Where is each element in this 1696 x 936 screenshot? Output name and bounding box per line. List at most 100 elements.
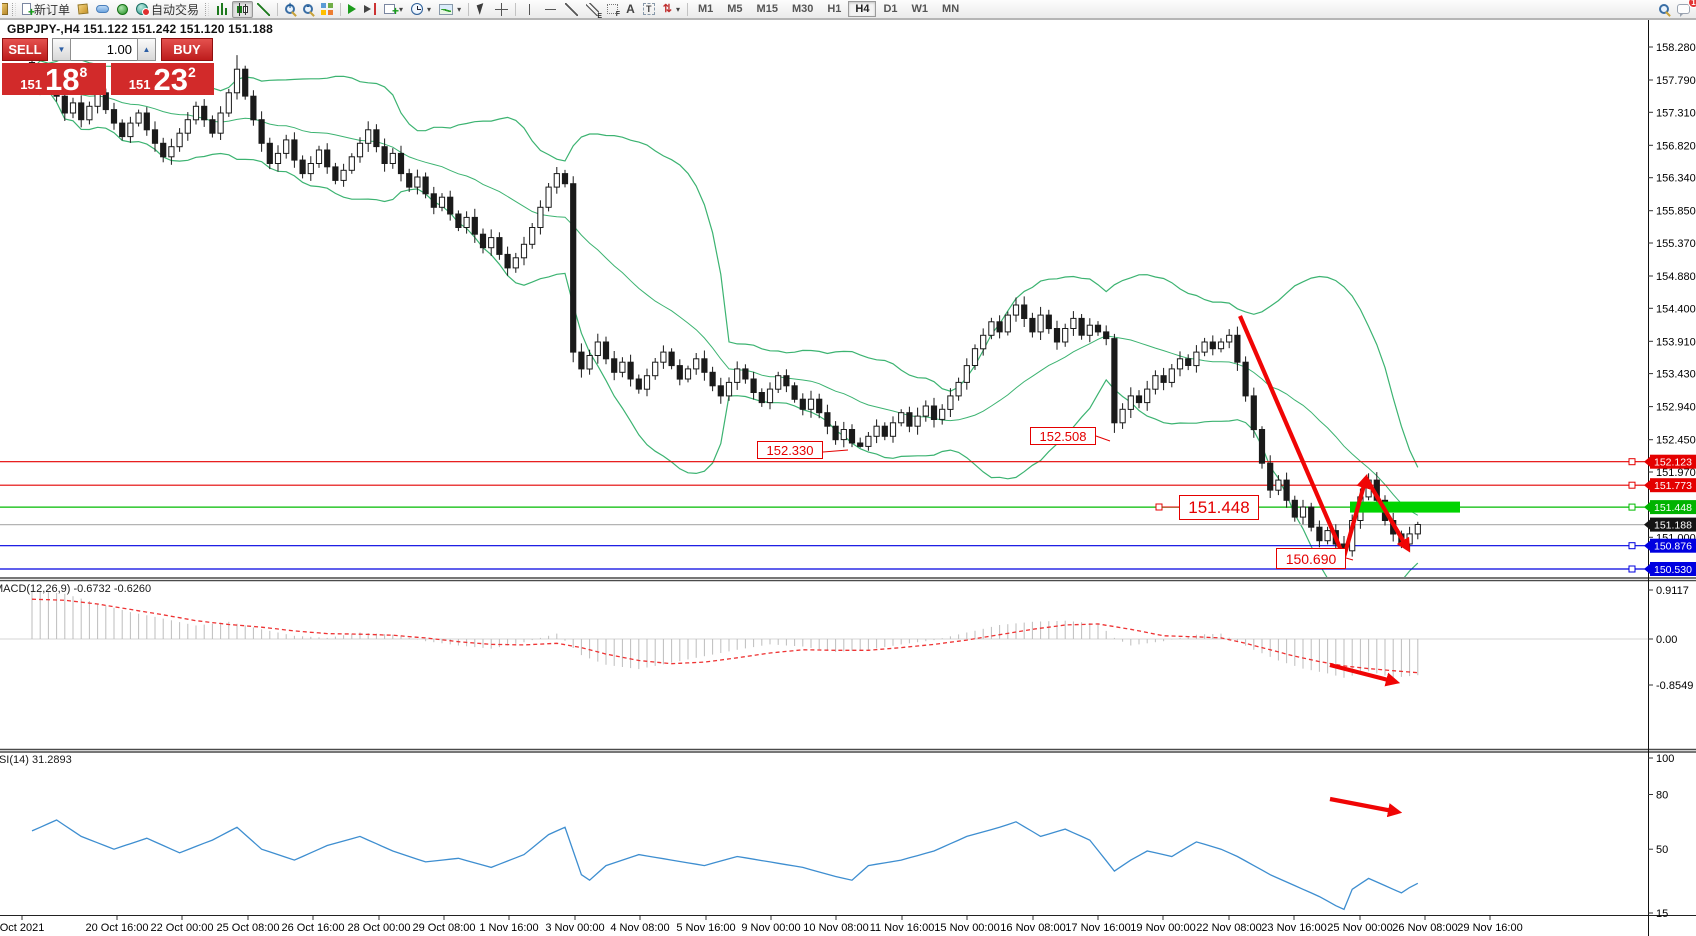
notifications-button[interactable]: 1 [1673,0,1696,18]
svg-text:150.530: 150.530 [1654,564,1692,576]
svg-text:152.123: 152.123 [1654,457,1692,469]
buy-price-panel[interactable]: 151 23 2 [110,63,214,95]
timeframe-d1-button[interactable]: D1 [883,3,898,15]
zoom-in-button[interactable]: + [281,1,299,18]
left-clipped-icon [2,3,8,15]
chart-shift-button[interactable] [360,1,380,18]
search-icon [1659,4,1669,14]
price-axis-badges: 152.123 151.773 151.448 151.188 150.876 150.5… [1644,454,1696,576]
macd-indicator-label: MACD(12,26,9) -0.6732 -0.6260 [0,583,152,595]
text-icon: A [626,2,635,16]
trendline-button[interactable] [561,1,582,18]
arrows-icon: ⇅ [662,2,672,15]
sell-button[interactable]: SELL [2,38,48,61]
svg-text:28 Oct 00:00: 28 Oct 00:00 [348,922,411,934]
price-callout-label[interactable]: 151.448 [1179,495,1259,520]
bar-chart-type-button[interactable] [211,1,232,18]
market-watch-button[interactable] [92,1,113,18]
svg-text:0.00: 0.00 [1656,634,1677,646]
tile-windows-icon [321,3,334,15]
svg-text:5 Nov 16:00: 5 Nov 16:00 [676,922,735,934]
svg-text:0.9117: 0.9117 [1656,585,1689,597]
timeframe-h1-button[interactable]: H1 [827,3,842,15]
indicators-button[interactable]: ▾ [380,1,407,18]
macd-axis-ticks: 0.9117 0.00 -0.8549 [1648,585,1693,692]
trend-arrows[interactable] [1238,315,1411,818]
toolbar-separator [340,2,342,16]
svg-text:154.400: 154.400 [1656,303,1696,315]
svg-text:25 Oct 08:00: 25 Oct 08:00 [217,922,280,934]
svg-text:80: 80 [1656,790,1668,802]
svg-text:156.820: 156.820 [1656,140,1696,152]
arrows-button[interactable]: ⇅ ▾ [659,1,684,18]
volume-input[interactable] [71,38,137,61]
bar-chart-type-icon [215,2,229,16]
timeframe-h4-button[interactable]: H4 [848,1,877,17]
market-watch-icon [96,5,110,13]
timeframe-m5-button[interactable]: M5 [727,3,743,15]
svg-text:157.310: 157.310 [1656,107,1696,119]
sell-price-pips: 18 [44,61,80,97]
vertical-line-button[interactable] [519,1,540,18]
volume-decrease-button[interactable]: ▼ [52,38,71,61]
svg-text:-0.8549: -0.8549 [1656,680,1693,692]
chart-header: GBPJPY-,H4 151.122 151.242 151.120 151.1… [7,22,273,36]
trendline-icon [565,2,579,16]
auto-scroll-button[interactable] [344,1,360,18]
zoom-out-button[interactable]: - [299,1,317,18]
signals-icon [117,3,129,15]
history-cube-button[interactable] [74,1,92,18]
timeframe-m1-button[interactable]: M1 [697,3,714,15]
svg-text:150.876: 150.876 [1654,541,1692,553]
chevron-down-icon: ▾ [427,4,432,14]
cursor-button[interactable] [472,1,491,18]
signals-button[interactable] [113,1,132,18]
chart-shift-icon [364,3,377,15]
time-axis-labels: Oct 2021 20 Oct 16:00 22 Oct 00:00 25 Oct 0… [0,916,1523,934]
green-highlight-band[interactable] [1350,501,1460,513]
chevron-down-icon: ▾ [675,4,680,14]
text-label-button[interactable]: T [639,1,659,18]
toolbar-separator [277,2,279,16]
callout-connectors [822,435,1354,561]
svg-text:50: 50 [1656,844,1668,856]
tile-windows-button[interactable] [317,1,337,18]
timeframe-w1-button[interactable]: W1 [911,3,929,15]
svg-text:16 Nov 08:00: 16 Nov 08:00 [1000,922,1065,934]
new-order-button[interactable]: 新订单 [18,1,74,19]
svg-text:153.910: 153.910 [1656,336,1696,348]
line-chart-type-button[interactable] [253,1,274,18]
timeframe-mn-button[interactable]: MN [942,3,960,15]
text-button[interactable]: A [622,1,639,18]
volume-increase-button[interactable]: ▲ [137,38,156,61]
crosshair-button[interactable] [491,1,512,18]
auto-trading-button[interactable]: 自动交易 [132,1,203,18]
sell-price-point: 8 [79,64,88,80]
cursor-icon [476,3,487,15]
fibonacci-button[interactable] [603,1,622,18]
buy-price-point: 2 [187,64,196,80]
equidistant-channel-icon [586,2,602,20]
panel-separators[interactable] [0,577,1696,753]
svg-text:151.970: 151.970 [1656,467,1696,479]
svg-text:Oct 2021: Oct 2021 [0,922,44,934]
toolbar-separator [515,2,517,16]
timeframe-m30-button[interactable]: M30 [791,3,814,15]
sell-price-panel[interactable]: 151 18 8 [2,63,106,95]
periods-button[interactable]: ▾ [407,1,435,18]
price-callout-label[interactable]: 150.690 [1276,548,1346,569]
templates-icon [439,3,454,15]
candlestick-type-button[interactable] [232,0,254,18]
timeframe-m15-button[interactable]: M15 [756,3,778,15]
price-callout-label[interactable]: 152.508 [1030,427,1096,445]
buy-button[interactable]: BUY [161,38,213,61]
horizontal-line-button[interactable] [540,1,561,18]
templates-button[interactable]: ▾ [435,1,465,18]
svg-text:153.430: 153.430 [1656,369,1696,381]
price-callout-label[interactable]: 152.330 [757,441,823,459]
search-button[interactable] [1655,1,1673,18]
svg-text:29 Nov 16:00: 29 Nov 16:00 [1457,922,1522,934]
svg-text:22 Oct 00:00: 22 Oct 00:00 [151,922,214,934]
equidistant-channel-button[interactable] [582,1,603,20]
